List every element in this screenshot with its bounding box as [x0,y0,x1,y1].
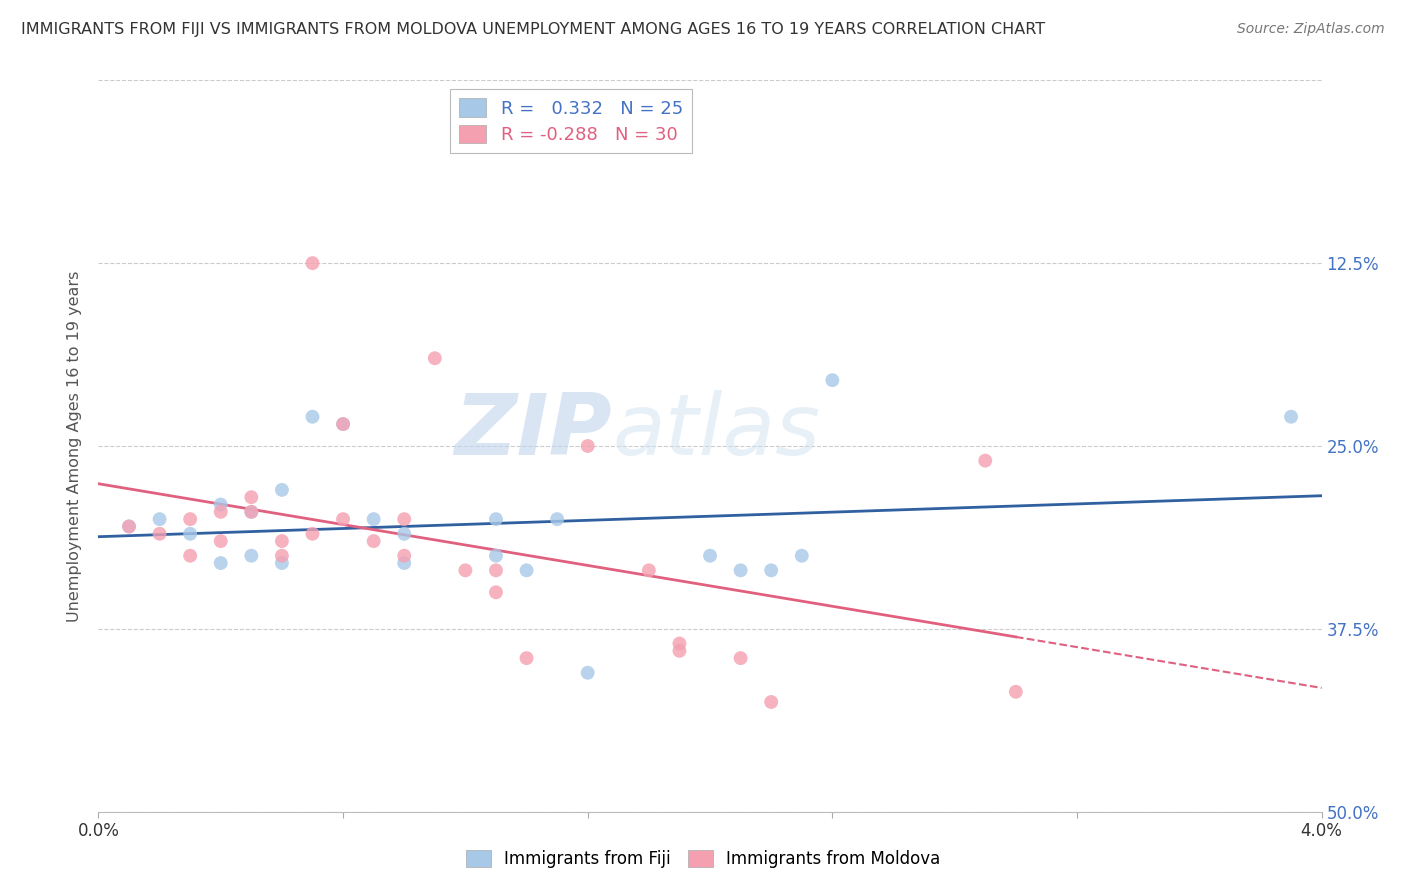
Point [485,563,508,577]
Point [332,512,354,526]
Point [759,563,782,577]
Point [974,453,997,467]
Point [546,512,568,526]
Point [485,549,508,563]
Point [270,549,294,563]
Point [149,512,172,526]
Point [240,505,263,519]
Point [270,483,294,497]
Point [149,526,172,541]
Point [332,417,354,431]
Text: IMMIGRANTS FROM FIJI VS IMMIGRANTS FROM MOLDOVA UNEMPLOYMENT AMONG AGES 16 TO 19: IMMIGRANTS FROM FIJI VS IMMIGRANTS FROM … [21,22,1045,37]
Y-axis label: Unemployment Among Ages 16 to 19 years: Unemployment Among Ages 16 to 19 years [67,270,83,622]
Point [637,563,661,577]
Point [668,644,690,658]
Point [821,373,844,387]
Point [454,563,477,577]
Point [516,651,538,665]
Legend: R =   0.332   N = 25, R = -0.288   N = 30: R = 0.332 N = 25, R = -0.288 N = 30 [450,89,692,153]
Text: ZIP: ZIP [454,390,612,473]
Point [301,256,323,270]
Point [209,556,232,570]
Point [118,519,141,533]
Point [1279,409,1302,424]
Point [209,498,232,512]
Point [332,417,354,431]
Point [699,549,721,563]
Point [270,556,294,570]
Text: atlas: atlas [612,390,820,473]
Point [392,556,416,570]
Point [790,549,813,563]
Point [270,534,294,549]
Point [363,512,385,526]
Point [392,549,416,563]
Point [179,526,201,541]
Point [392,512,416,526]
Point [668,636,690,650]
Legend: Immigrants from Fiji, Immigrants from Moldova: Immigrants from Fiji, Immigrants from Mo… [460,843,946,875]
Point [1004,685,1026,699]
Point [240,505,263,519]
Point [576,665,599,680]
Point [179,512,201,526]
Point [730,651,752,665]
Point [516,563,538,577]
Point [209,505,232,519]
Point [301,526,323,541]
Point [423,351,446,366]
Point [118,519,141,533]
Point [730,563,752,577]
Point [363,534,385,549]
Point [240,490,263,504]
Point [301,409,323,424]
Point [485,512,508,526]
Point [240,549,263,563]
Point [209,534,232,549]
Point [392,526,416,541]
Text: Source: ZipAtlas.com: Source: ZipAtlas.com [1237,22,1385,37]
Point [576,439,599,453]
Point [179,549,201,563]
Point [485,585,508,599]
Point [759,695,782,709]
